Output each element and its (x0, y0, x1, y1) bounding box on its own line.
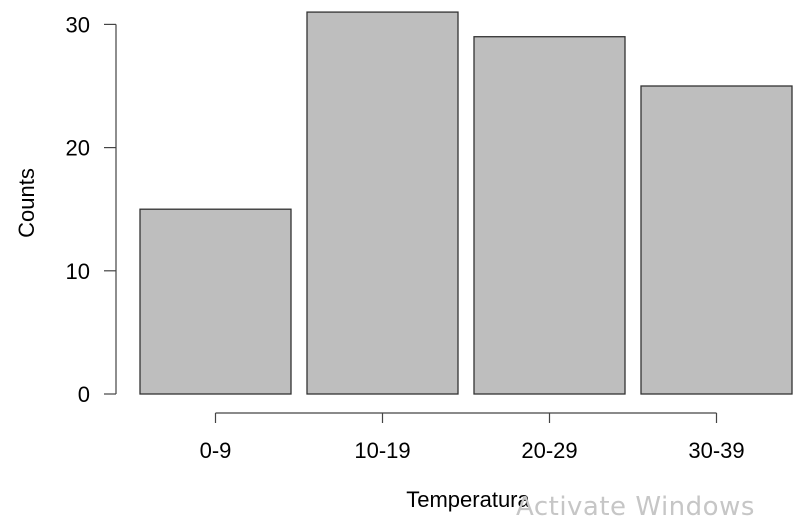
y-tick-label: 20 (66, 136, 90, 161)
y-axis: 0 10 20 30 (66, 12, 117, 407)
x-tick-label: 10-19 (354, 438, 410, 463)
y-tick-label: 0 (78, 382, 90, 407)
bars-group (139, 11, 793, 395)
bar-20-29 (473, 36, 626, 395)
activate-windows-watermark: Activate Windows (516, 492, 755, 522)
bar-0-9 (139, 208, 292, 395)
y-axis-title: Counts (14, 168, 39, 238)
bar-30-39 (640, 85, 793, 395)
y-tick-label: 30 (66, 12, 90, 37)
x-axis: 0-9 10-19 20-29 30-39 (200, 412, 745, 463)
y-tick-label: 10 (66, 259, 90, 284)
bar-10-19 (306, 11, 459, 395)
x-axis-title: Temperatura (406, 487, 530, 512)
x-tick-label: 20-29 (521, 438, 577, 463)
x-tick-label: 30-39 (688, 438, 744, 463)
x-tick-label: 0-9 (200, 438, 232, 463)
